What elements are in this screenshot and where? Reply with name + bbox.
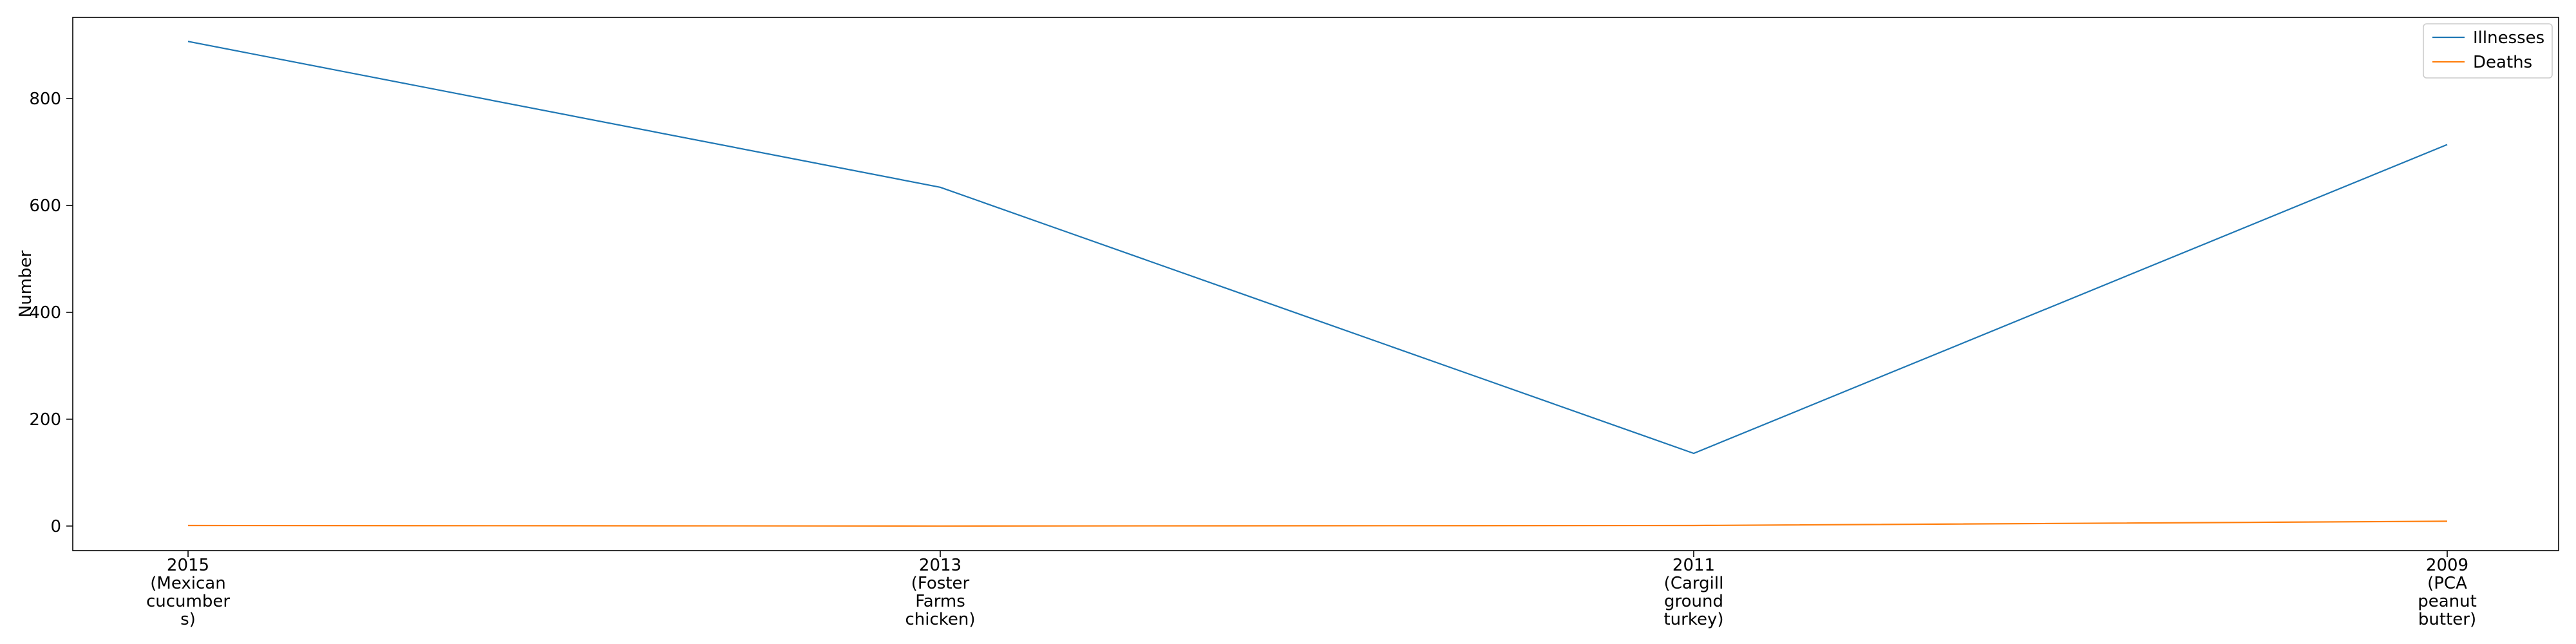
x-tick-label: 2011 (Cargill ground turkey) xyxy=(1663,556,1723,629)
y-tick-label: 0 xyxy=(50,517,61,536)
legend-label-deaths: Deaths xyxy=(2473,53,2532,72)
y-tick-label: 200 xyxy=(29,410,61,430)
x-tick-label: 2009 (PCA peanut butter) xyxy=(2418,556,2477,629)
legend-label-illnesses: Illnesses xyxy=(2473,28,2544,48)
y-axis-label: Number xyxy=(16,250,35,317)
y-tick-label: 800 xyxy=(29,90,61,109)
legend: Illnesses Deaths xyxy=(2423,24,2552,78)
y-tick-label: 600 xyxy=(29,196,61,216)
